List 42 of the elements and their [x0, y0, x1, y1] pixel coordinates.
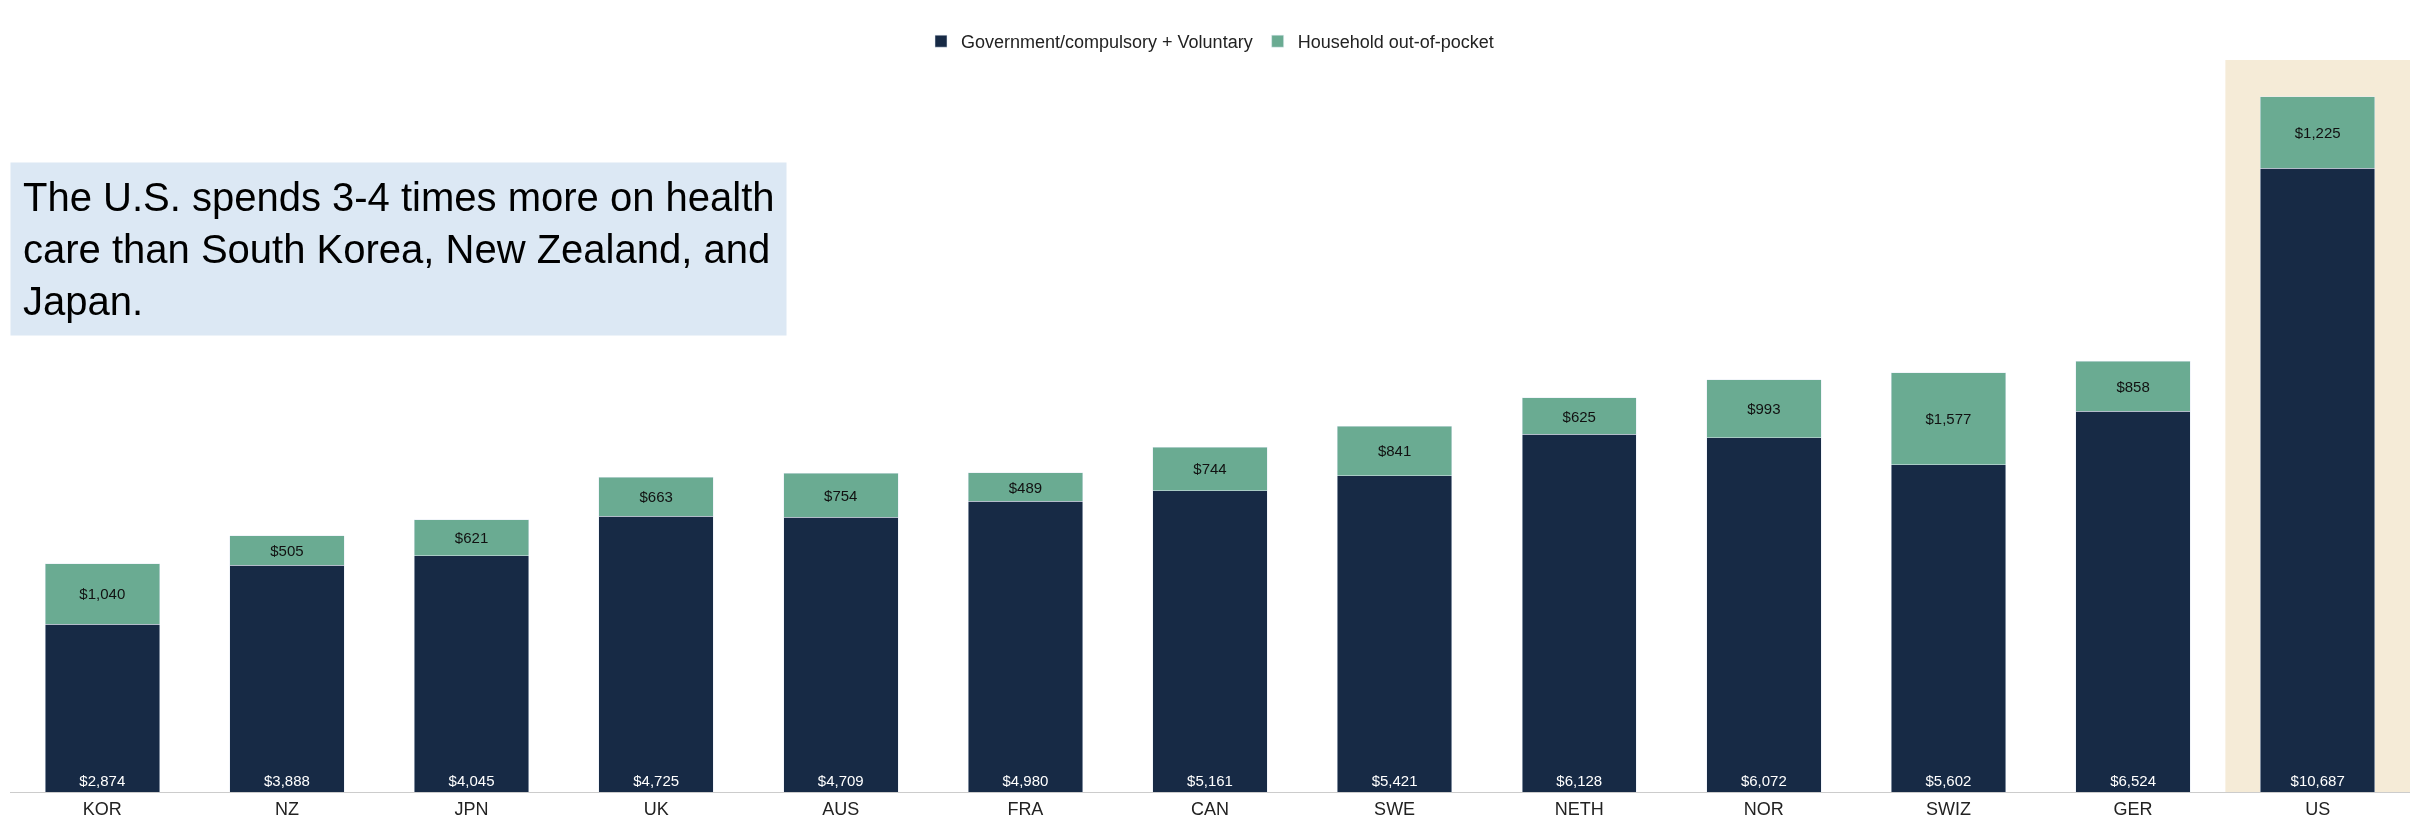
data-label: $10,687 — [2290, 772, 2345, 789]
data-label: $6,128 — [1556, 772, 1603, 789]
annotation: The U.S. spends 3-4 times more on health care than South Korea, New Zealand, and Japan. — [23, 175, 775, 323]
data-label: $625 — [1562, 407, 1596, 425]
x-tick-label: UK — [643, 798, 669, 819]
data-label: $6,524 — [2110, 772, 2157, 789]
x-tick-label: SWIZ — [1925, 798, 1971, 819]
data-label: $4,725 — [633, 772, 680, 789]
data-label: $4,980 — [1002, 772, 1049, 789]
x-tick-label: JPN — [454, 798, 489, 819]
x-tick-label: US — [2305, 798, 2331, 819]
x-tick-label: AUS — [822, 798, 860, 819]
x-tick-label: SWE — [1374, 798, 1416, 819]
x-tick-label: GER — [2113, 798, 2153, 819]
x-tick-label: FRA — [1007, 798, 1044, 819]
x-tick-label: NETH — [1554, 798, 1604, 819]
data-label: $1,225 — [2294, 123, 2341, 141]
x-tick-label: NZ — [274, 798, 299, 819]
data-label: $858 — [2116, 377, 2150, 395]
x-tick-label: CAN — [1190, 798, 1230, 819]
data-label: $4,045 — [448, 772, 495, 789]
data-label: $3,888 — [263, 772, 310, 789]
data-label: $621 — [454, 529, 489, 547]
legend-label: Government/compulsory + Voluntary — [961, 32, 1253, 53]
data-label: $5,602 — [1925, 772, 1972, 789]
data-label: $6,072 — [1740, 772, 1787, 789]
data-label: $744 — [1193, 460, 1227, 478]
x-tick-label: NOR — [1743, 798, 1784, 819]
data-label: $2,874 — [79, 772, 126, 789]
data-label: $754 — [824, 486, 858, 504]
data-label: $841 — [1377, 442, 1412, 460]
data-label: $5,421 — [1371, 772, 1418, 789]
legend-label: Household out-of-pocket — [1297, 32, 1494, 53]
data-label: $1,577 — [1925, 410, 1972, 428]
data-label: $663 — [639, 488, 673, 506]
data-label: $5,161 — [1187, 772, 1233, 789]
data-label: $1,040 — [79, 585, 126, 603]
data-label: $489 — [1008, 478, 1043, 496]
data-label: $993 — [1747, 400, 1781, 418]
data-label: $505 — [270, 541, 304, 559]
data-label: $4,709 — [817, 772, 864, 789]
x-tick-label: KOR — [82, 798, 122, 819]
